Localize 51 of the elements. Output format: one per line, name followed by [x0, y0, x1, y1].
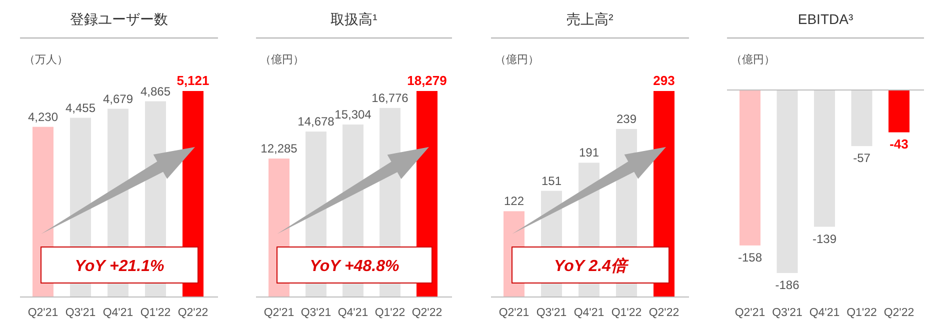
y-axis-title: （億円）: [260, 53, 304, 66]
data-label: 4,679: [102, 92, 134, 106]
data-label: -43: [890, 136, 908, 152]
annotation: YoY +21.1%: [74, 258, 164, 275]
data-label: 12,285: [260, 142, 298, 156]
x-tick-label: Q2'21: [734, 307, 766, 319]
data-label: 16,776: [372, 90, 409, 105]
x-tick-label: Q4'21: [338, 307, 368, 319]
annotation: YoY 2.4倍: [554, 257, 629, 275]
data-label: 5,121: [176, 73, 210, 88]
data-label: 239: [616, 112, 637, 126]
chart-title: 取扱高¹: [330, 11, 378, 27]
x-tick-label: Q1'22: [611, 307, 642, 319]
data-label: 122: [504, 194, 524, 208]
x-tick-label: Q3'21: [772, 307, 802, 319]
data-label: -139: [812, 232, 837, 246]
x-tick-label: Q3'21: [300, 307, 332, 319]
x-tick-label: Q4'21: [102, 307, 134, 319]
data-label: 4,230: [28, 110, 58, 124]
x-tick-label: Q2'22: [648, 307, 680, 319]
x-tick-label: Q1'22: [846, 307, 877, 319]
x-tick-label: Q2'21: [498, 307, 530, 319]
y-axis-title: （億円）: [495, 53, 539, 66]
y-axis-title: （億円）: [731, 53, 775, 66]
data-label: 191: [578, 146, 600, 160]
chart-title: 登録ユーザー数: [70, 11, 168, 27]
x-tick-label: Q1'22: [140, 307, 171, 319]
x-tick-label: Q1'22: [374, 307, 406, 319]
data-label: -158: [738, 250, 762, 264]
data-label: 18,279: [407, 73, 447, 88]
data-label: 15,304: [334, 108, 372, 122]
data-label: 4,865: [140, 84, 171, 98]
x-tick-label: Q3'21: [536, 307, 567, 319]
data-label: -186: [775, 278, 800, 292]
data-label: 293: [653, 73, 675, 88]
x-tick-label: Q2'21: [28, 307, 58, 319]
x-tick-label: Q2'21: [264, 307, 294, 319]
data-label: 151: [541, 174, 562, 188]
x-tick-label: Q2'22: [884, 307, 914, 319]
annotation: YoY +48.8%: [310, 258, 400, 275]
data-label: 4,455: [65, 100, 96, 115]
chart-title: 売上高²: [566, 11, 614, 27]
x-tick-label: Q2'22: [178, 307, 208, 319]
y-axis-title: （万人）: [24, 54, 68, 66]
data-label: -57: [853, 151, 871, 166]
x-tick-label: Q4'21: [574, 307, 604, 319]
chart-title: EBITDA³: [798, 11, 854, 27]
x-tick-label: Q2'22: [412, 307, 442, 319]
x-tick-label: Q3'21: [65, 307, 96, 319]
data-label: 14,678: [298, 114, 335, 129]
x-tick-label: Q4'21: [809, 307, 840, 319]
